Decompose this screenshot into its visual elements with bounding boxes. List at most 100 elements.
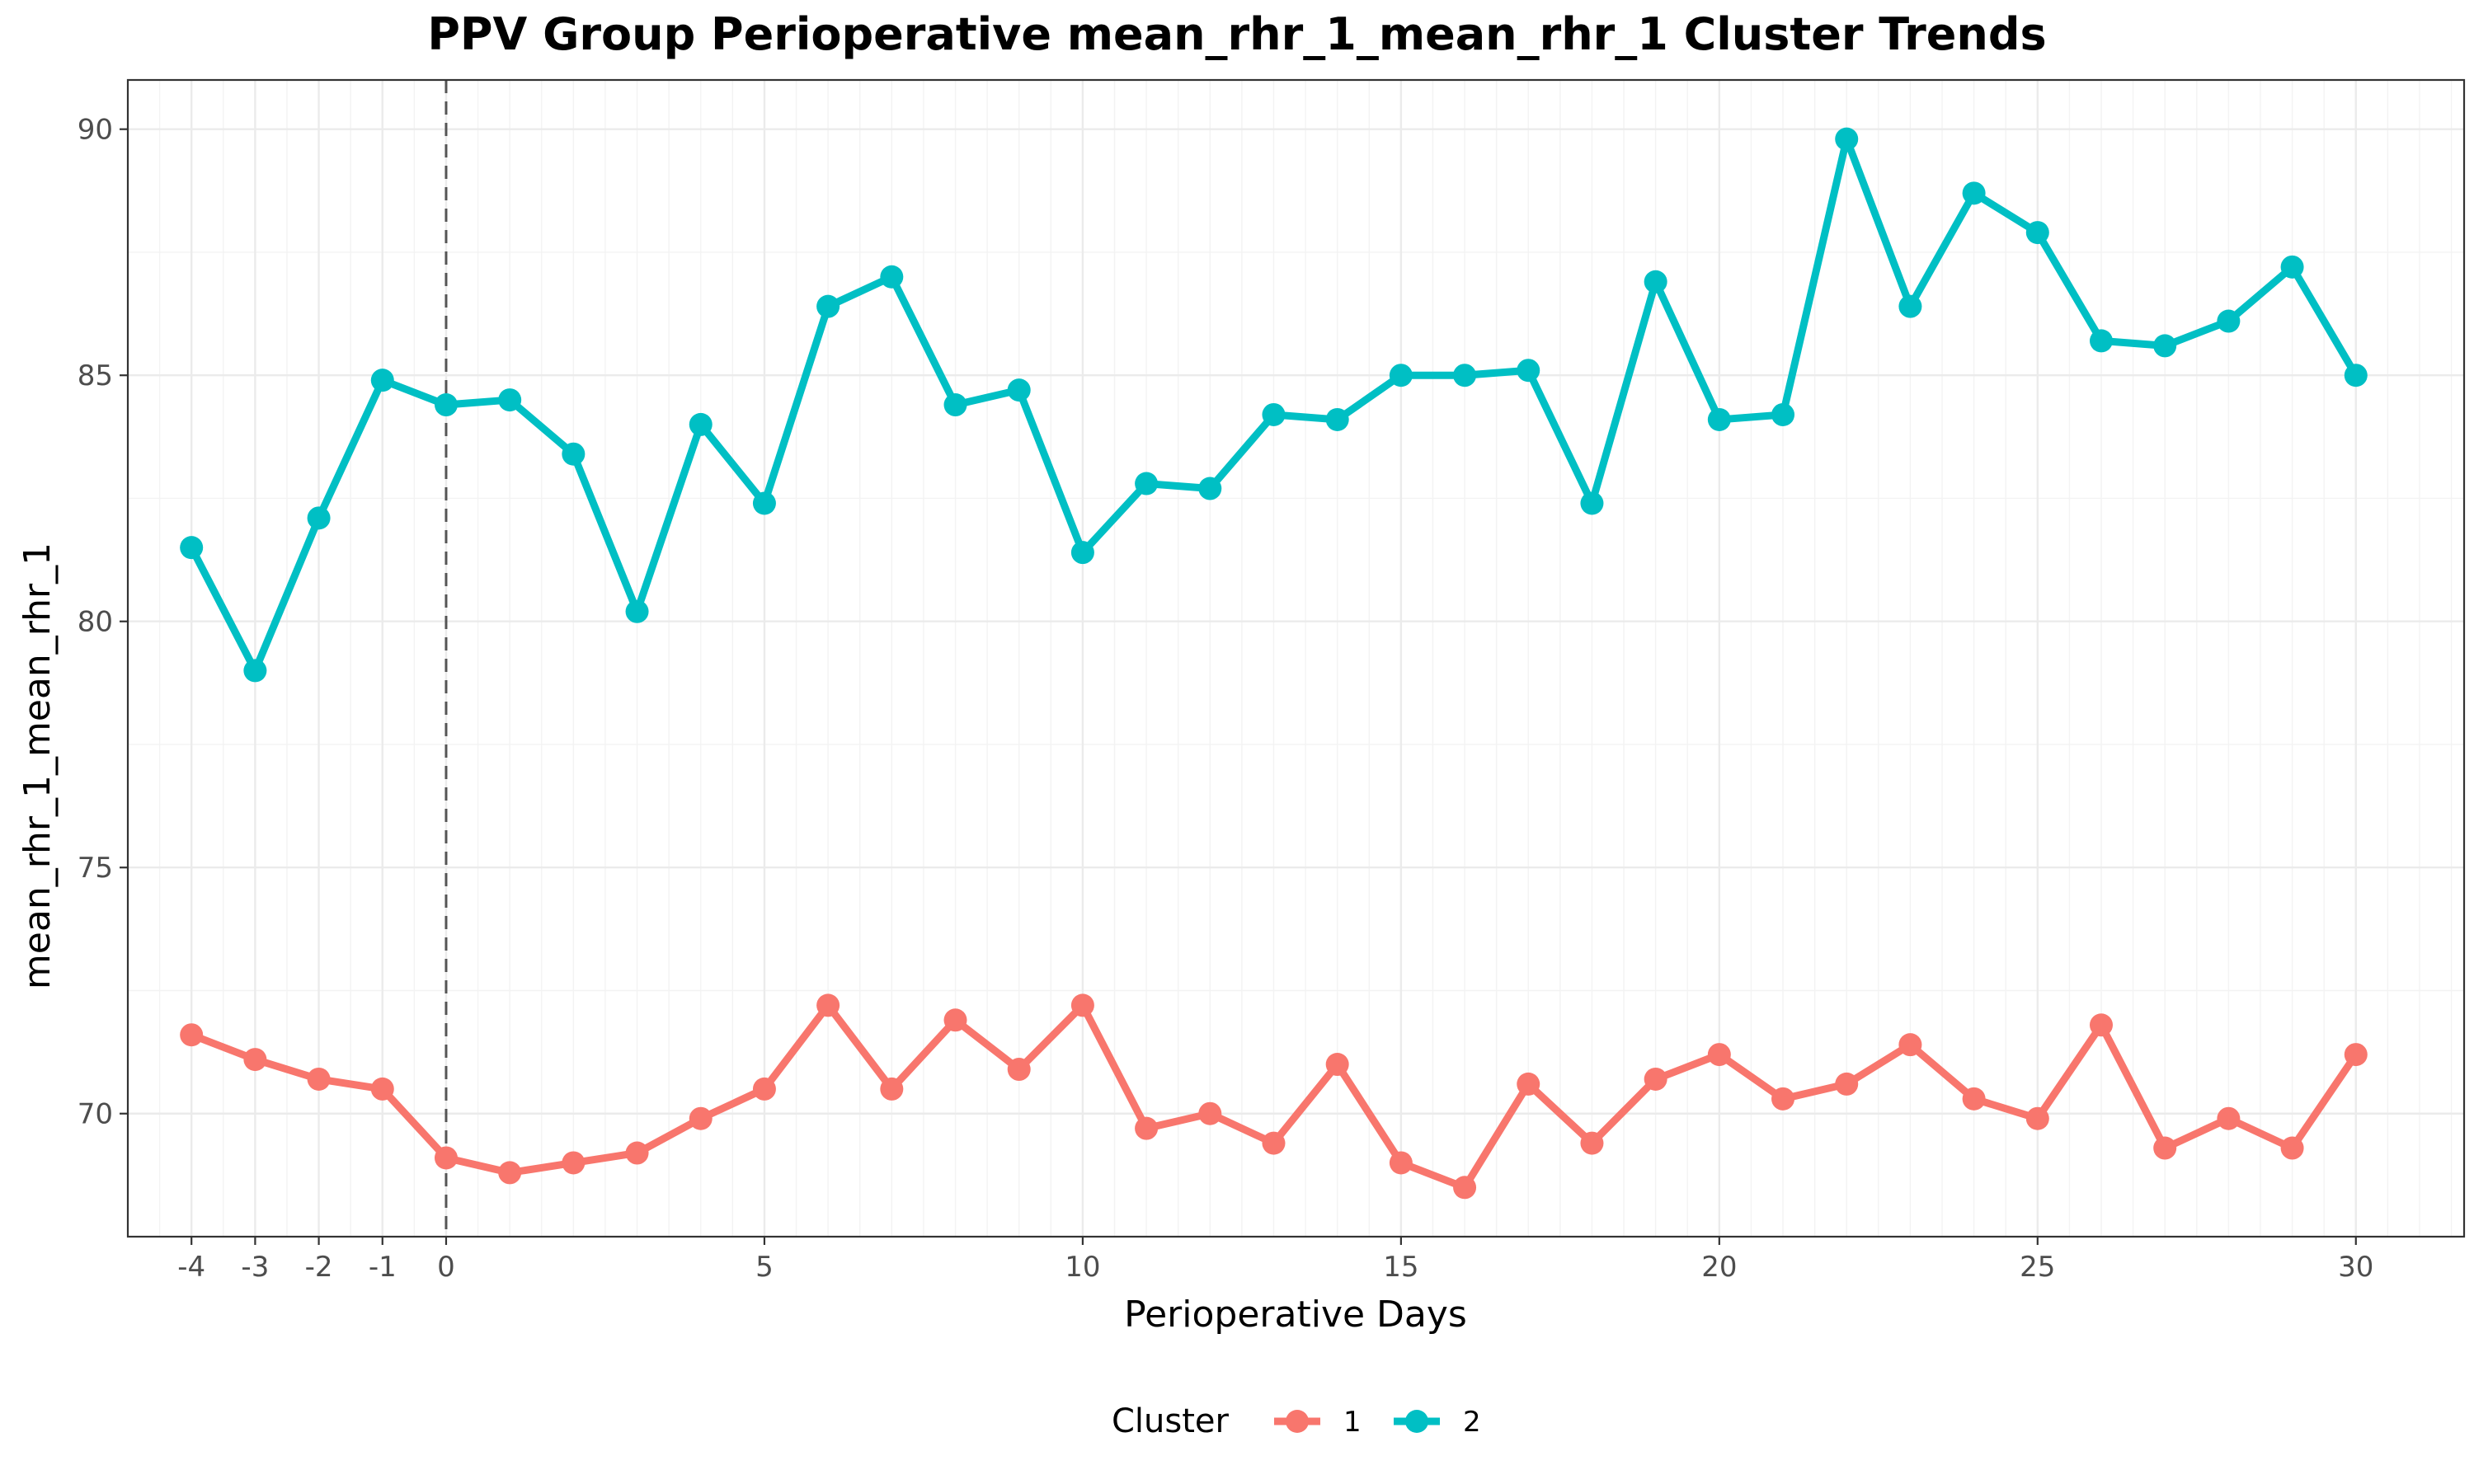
chart-title: PPV Group Perioperative mean_rhr_1_mean_…	[427, 8, 2046, 60]
x-tick-label: 0	[437, 1251, 455, 1284]
axes: -4 -3 -2 -1 0 5 10 15 20 25 30 70 75 80 85 90	[78, 114, 2374, 1284]
data-point	[243, 659, 267, 683]
data-point	[1135, 472, 1159, 495]
data-point	[1070, 541, 1094, 565]
data-point	[1135, 1116, 1159, 1140]
data-point	[2089, 1013, 2113, 1037]
data-point	[1453, 1176, 1477, 1200]
x-tick-label: -1	[369, 1251, 397, 1284]
data-point	[1707, 407, 1731, 431]
data-point	[752, 1077, 776, 1101]
data-point	[1835, 127, 1859, 151]
data-point	[562, 1151, 586, 1175]
data-point	[2153, 334, 2177, 358]
data-point	[2153, 1136, 2177, 1160]
x-axis-title: Perioperative Days	[1124, 1294, 1467, 1336]
data-point	[2344, 364, 2368, 387]
data-point	[1453, 364, 1477, 387]
data-point	[752, 491, 776, 515]
y-tick-label: 70	[78, 1098, 113, 1131]
x-tick-label: 10	[1065, 1251, 1100, 1284]
data-point	[2217, 309, 2241, 333]
data-point	[1389, 1151, 1413, 1175]
legend: Cluster 1 2	[1112, 1402, 1481, 1440]
data-point	[498, 1161, 522, 1185]
data-point	[1771, 402, 1795, 426]
data-point	[2280, 255, 2304, 279]
data-point	[2025, 221, 2049, 245]
data-point	[370, 1077, 394, 1101]
data-point	[498, 388, 522, 412]
data-point	[1198, 1101, 1222, 1125]
data-point	[2280, 1136, 2304, 1160]
data-point	[1644, 1067, 1667, 1091]
x-tick-label: 20	[1701, 1251, 1737, 1284]
data-point	[625, 599, 649, 623]
data-point	[1898, 294, 1922, 318]
data-point	[1262, 402, 1286, 426]
data-point	[1007, 378, 1031, 402]
data-point	[307, 506, 331, 530]
data-point	[1962, 181, 1986, 205]
data-point	[880, 1077, 904, 1101]
data-point	[180, 1023, 204, 1047]
data-point	[180, 536, 204, 560]
x-tick-label: 15	[1383, 1251, 1418, 1284]
data-point	[689, 412, 713, 436]
data-point	[880, 265, 904, 289]
legend-label: 1	[1343, 1406, 1362, 1439]
data-point	[1325, 407, 1349, 431]
gridlines	[127, 80, 2464, 1237]
data-point	[1517, 1072, 1540, 1096]
x-tick-label: -4	[177, 1251, 205, 1284]
data-point	[1007, 1058, 1031, 1082]
data-point	[2025, 1106, 2049, 1130]
data-point	[816, 294, 840, 318]
data-point	[625, 1141, 649, 1165]
legend-key-point	[1286, 1410, 1309, 1433]
x-tick-label: -3	[241, 1251, 269, 1284]
x-tick-label: 30	[2338, 1251, 2373, 1284]
data-point	[1771, 1087, 1795, 1111]
data-point	[243, 1048, 267, 1072]
data-point	[1517, 359, 1540, 383]
y-tick-label: 85	[78, 359, 113, 392]
y-axis-title: mean_rhr_1_mean_rhr_1	[16, 542, 59, 989]
y-tick-label: 75	[78, 852, 113, 885]
plot-panel	[126, 78, 2466, 1238]
series-1	[180, 993, 2368, 1200]
legend-title: Cluster	[1112, 1402, 1230, 1440]
data-point	[1070, 993, 1094, 1017]
data-point	[1325, 1053, 1349, 1077]
x-tick-label: 5	[755, 1251, 774, 1284]
data-point	[943, 1008, 967, 1032]
data-point	[434, 1146, 458, 1170]
legend-label: 2	[1463, 1406, 1481, 1439]
legend-key-point	[1405, 1410, 1428, 1433]
data-series	[180, 127, 2368, 1200]
data-point	[816, 993, 840, 1017]
series-2	[180, 127, 2368, 683]
data-point	[434, 393, 458, 417]
data-point	[562, 442, 586, 466]
x-tick-label: -2	[305, 1251, 333, 1284]
data-point	[1644, 270, 1667, 294]
data-point	[1198, 477, 1222, 500]
x-tick-label: 25	[2020, 1251, 2055, 1284]
data-point	[1262, 1131, 1286, 1155]
data-point	[2089, 329, 2113, 353]
data-point	[1835, 1072, 1859, 1096]
data-point	[1707, 1043, 1731, 1067]
data-point	[943, 393, 967, 417]
legend-key-1	[1274, 1410, 1320, 1433]
data-point	[2344, 1043, 2368, 1067]
data-point	[1580, 1131, 1604, 1155]
data-point	[2217, 1106, 2241, 1130]
data-point	[307, 1067, 331, 1091]
data-point	[1389, 364, 1413, 387]
y-tick-label: 80	[78, 606, 113, 639]
legend-key-2	[1394, 1410, 1440, 1433]
y-tick-label: 90	[78, 114, 113, 147]
data-point	[1962, 1087, 1986, 1111]
data-point	[1580, 491, 1604, 515]
